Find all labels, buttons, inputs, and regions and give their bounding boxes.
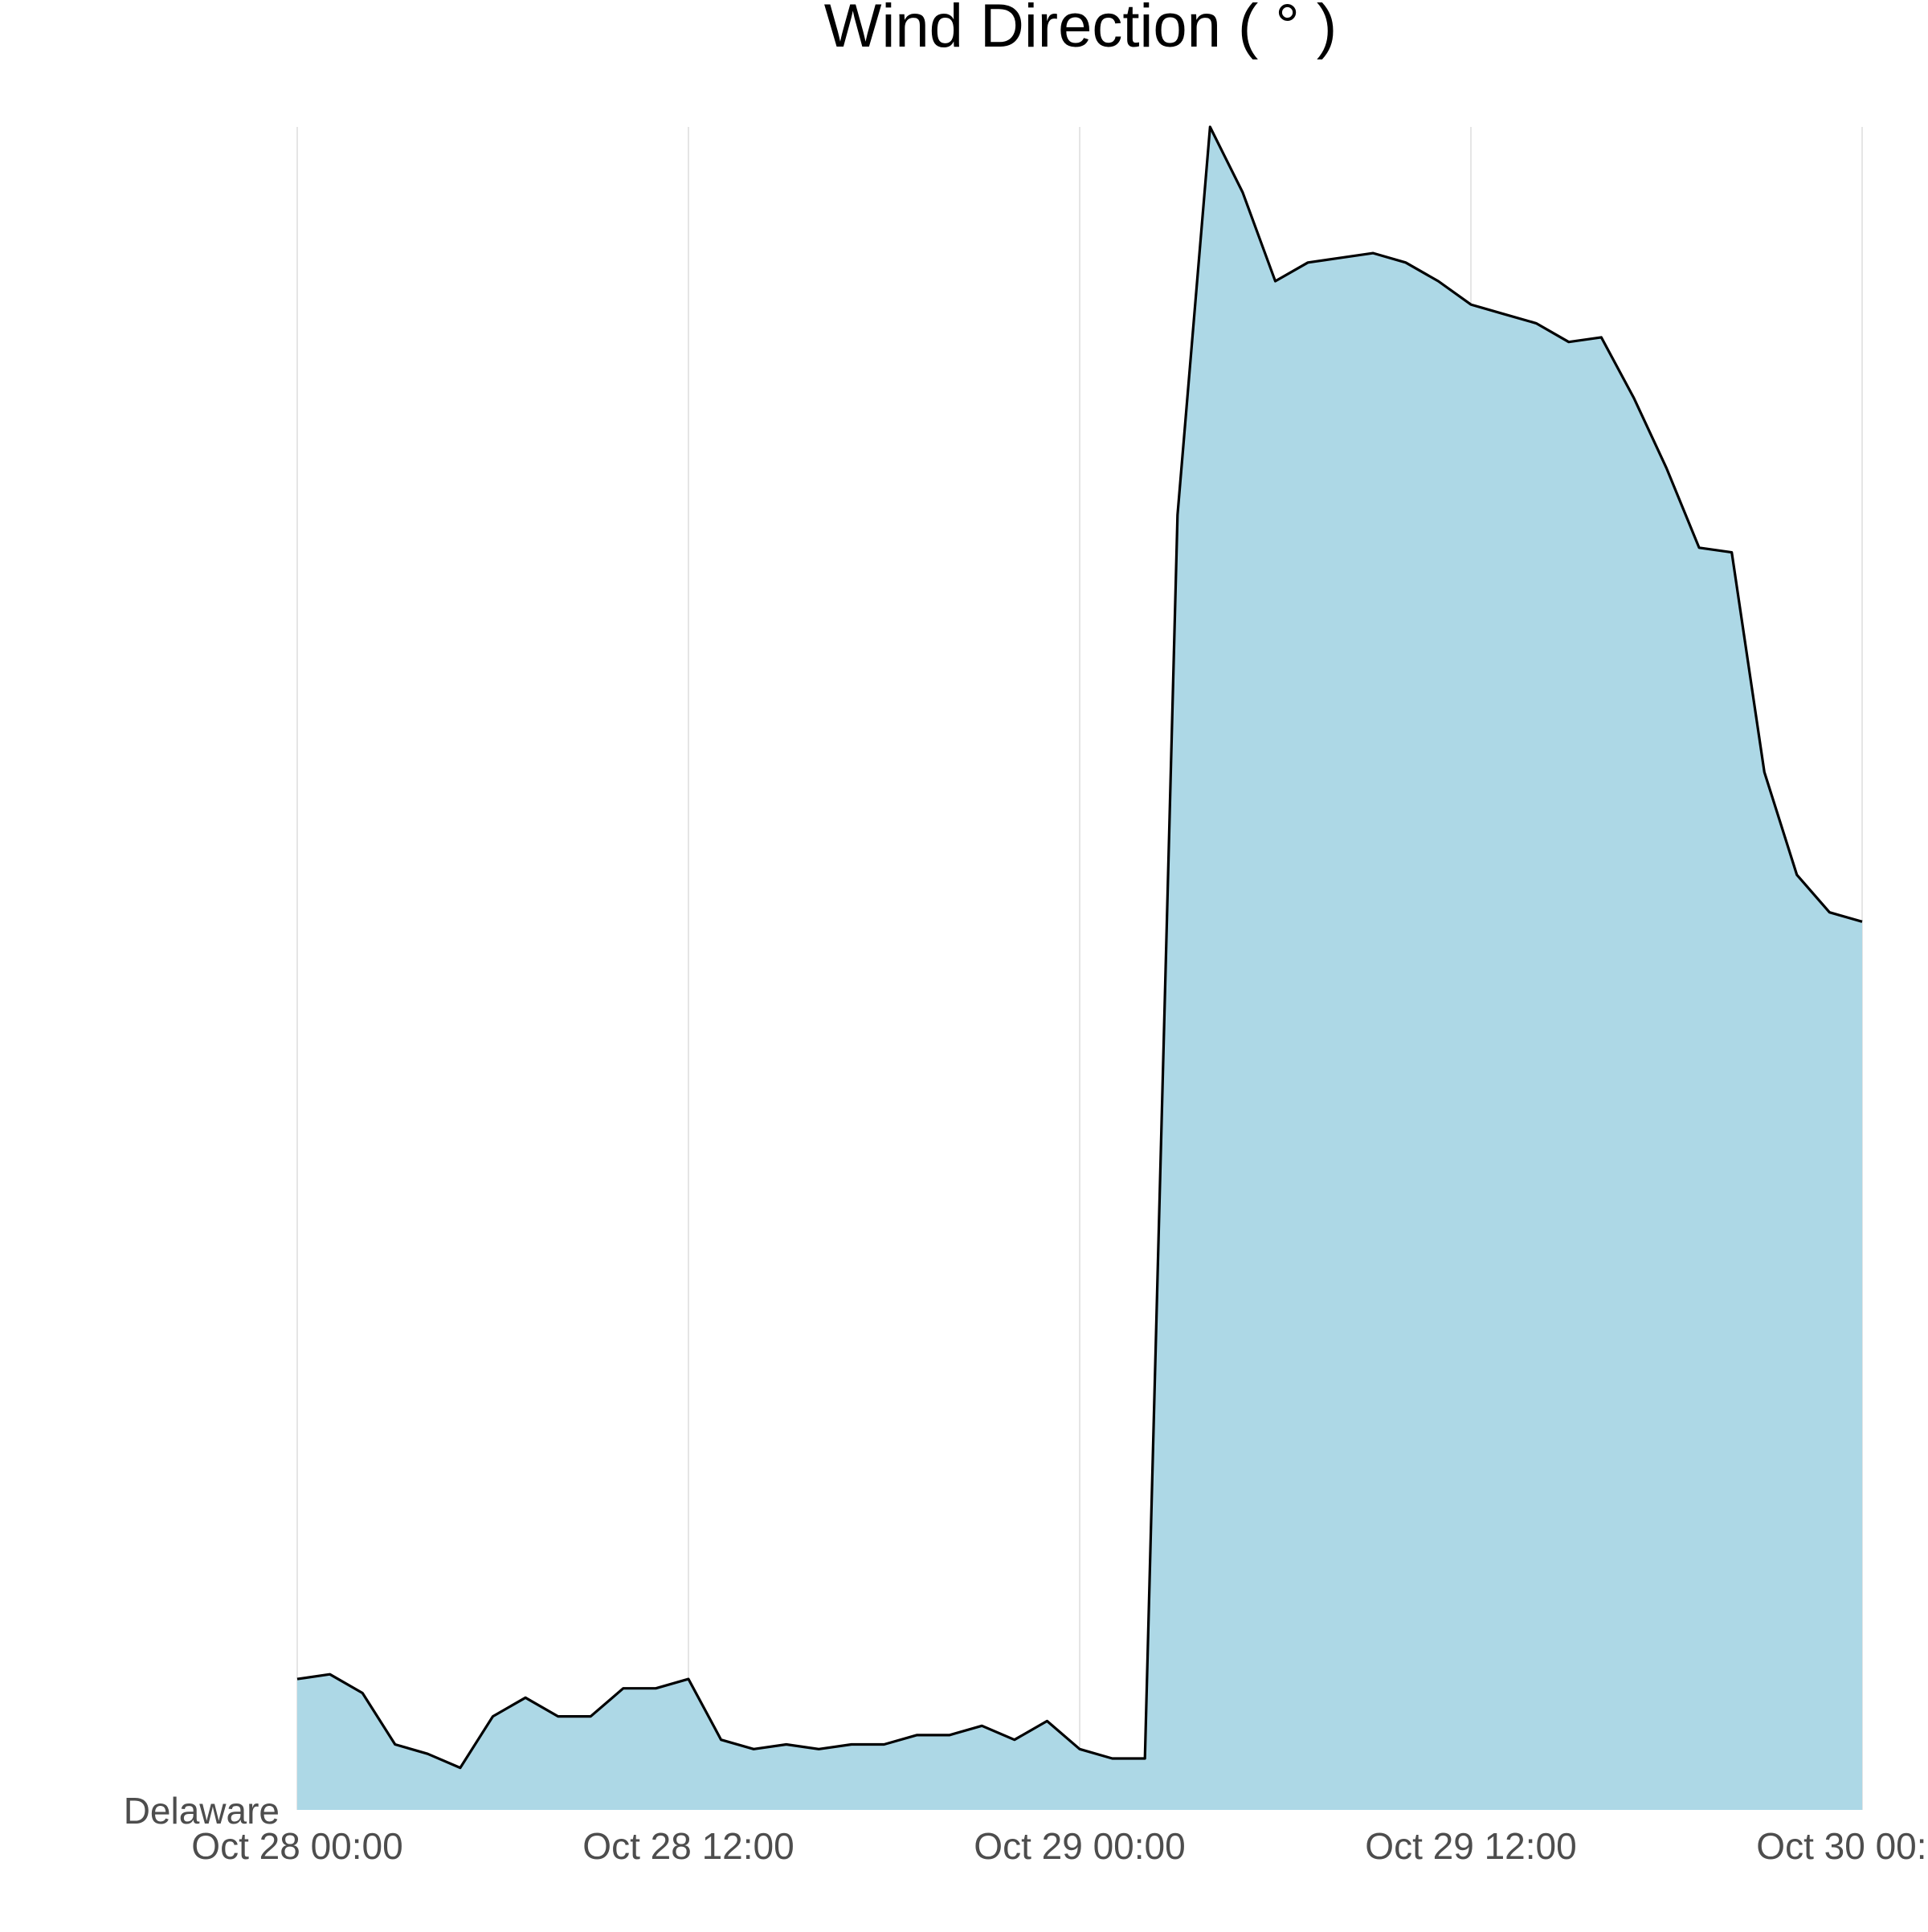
x-tick-label-1: Oct 28 12:00 [582, 1825, 794, 1867]
x-tick-label-2: Oct 29 00:00 [974, 1825, 1185, 1867]
chart-title: Wind Direction ( ° ) [824, 0, 1338, 60]
area-fill [297, 127, 1862, 1810]
x-tick-label-3: Oct 29 12:00 [1365, 1825, 1576, 1867]
y-axis-labels: Delaware [124, 1790, 280, 1832]
x-axis-ticks: Oct 28 00:00 Oct 28 12:00 Oct 29 00:00 Oct … [191, 1825, 1928, 1867]
area-series [296, 125, 1863, 1810]
x-tick-label-0: Oct 28 00:00 [191, 1825, 402, 1867]
area-line [296, 125, 1863, 1770]
x-tick-label-4: Oct 30 00:00 [1756, 1825, 1928, 1867]
y-category-label: Delaware [124, 1790, 280, 1832]
